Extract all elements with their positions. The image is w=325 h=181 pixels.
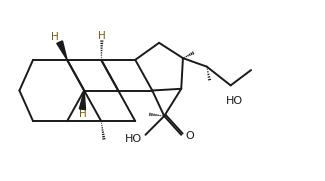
Polygon shape — [79, 90, 85, 110]
Text: H: H — [79, 109, 87, 119]
Text: O: O — [186, 131, 194, 142]
Text: HO: HO — [226, 96, 242, 106]
Polygon shape — [57, 41, 67, 60]
Text: H: H — [51, 32, 59, 42]
Text: HO: HO — [125, 134, 142, 144]
Text: H: H — [98, 31, 106, 41]
